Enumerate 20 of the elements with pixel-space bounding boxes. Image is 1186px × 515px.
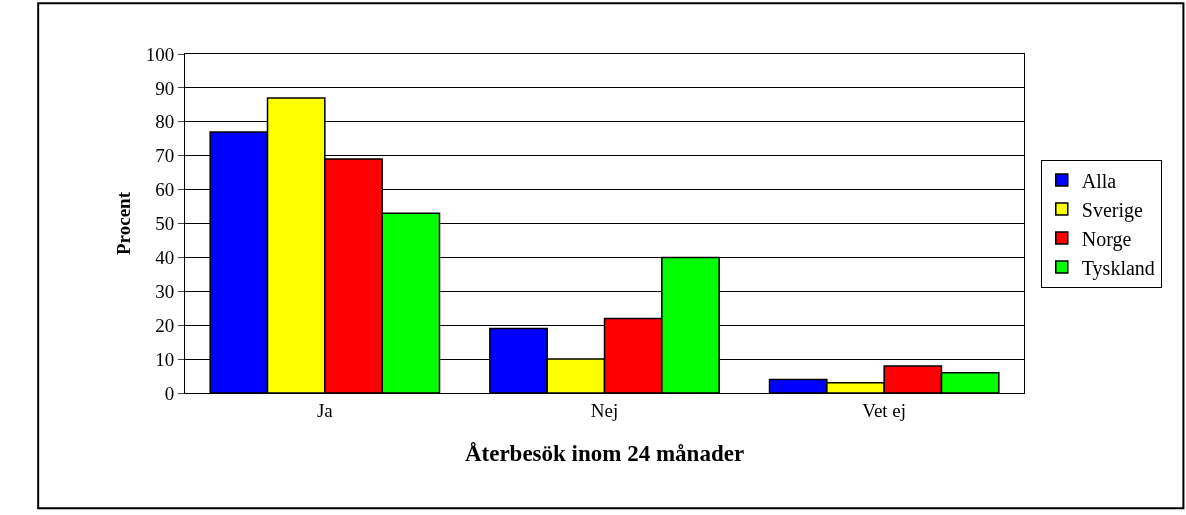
y-tick-label: 10: [155, 348, 175, 370]
y-tick-label: 70: [155, 145, 175, 167]
y-tick-label: 0: [164, 382, 175, 404]
legend-label: Norge: [1081, 227, 1132, 251]
y-tick-label: 80: [155, 111, 175, 133]
y-tick-label: 30: [155, 280, 175, 302]
y-tick-label: 60: [155, 179, 175, 201]
x-tick-label: Nej: [590, 399, 619, 421]
y-tick-label: 40: [155, 247, 175, 269]
y-tick-label: 20: [155, 314, 175, 336]
y-tick-label: 50: [155, 213, 175, 235]
y-tick-label: 90: [155, 77, 175, 99]
legend-label: Alla: [1081, 169, 1117, 192]
legend-label: Sverige: [1081, 198, 1143, 222]
y-axis-title: Procent: [112, 191, 134, 255]
legend-label: Tyskland: [1081, 256, 1155, 280]
x-tick-label: Vet ej: [862, 399, 907, 421]
y-tick-label: 100: [145, 43, 175, 65]
x-axis-title: Återbesök inom 24 månader: [464, 441, 745, 467]
x-tick-label: Ja: [316, 399, 334, 421]
